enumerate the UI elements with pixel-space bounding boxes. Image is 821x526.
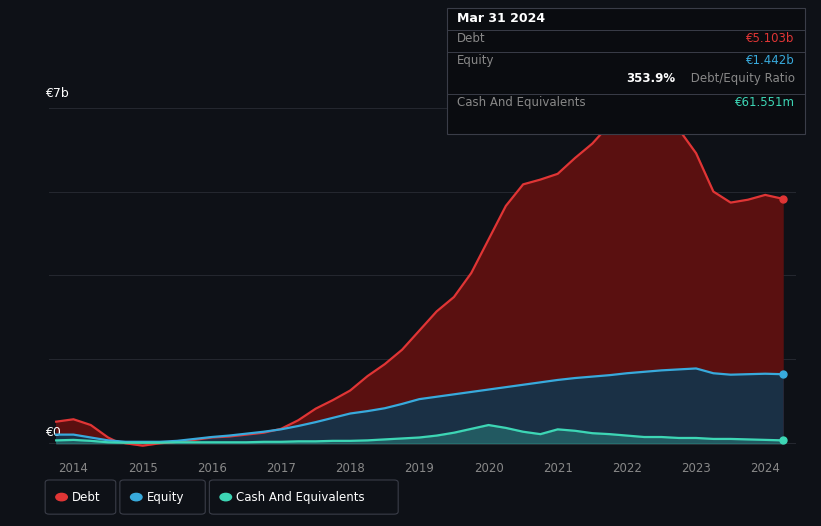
Text: Equity: Equity (457, 54, 495, 67)
Text: 353.9%: 353.9% (626, 72, 676, 85)
Text: Debt: Debt (72, 491, 101, 503)
Text: Debt: Debt (457, 32, 486, 45)
Text: Cash And Equivalents: Cash And Equivalents (457, 96, 586, 109)
Text: €0: €0 (45, 427, 62, 439)
Text: €7b: €7b (45, 87, 69, 100)
Text: €1.442b: €1.442b (746, 54, 795, 67)
Text: Mar 31 2024: Mar 31 2024 (457, 12, 545, 25)
Text: €61.551m: €61.551m (735, 96, 795, 109)
Text: Equity: Equity (147, 491, 185, 503)
Text: Cash And Equivalents: Cash And Equivalents (236, 491, 365, 503)
Text: €5.103b: €5.103b (746, 32, 795, 45)
Text: Debt/Equity Ratio: Debt/Equity Ratio (686, 72, 795, 85)
